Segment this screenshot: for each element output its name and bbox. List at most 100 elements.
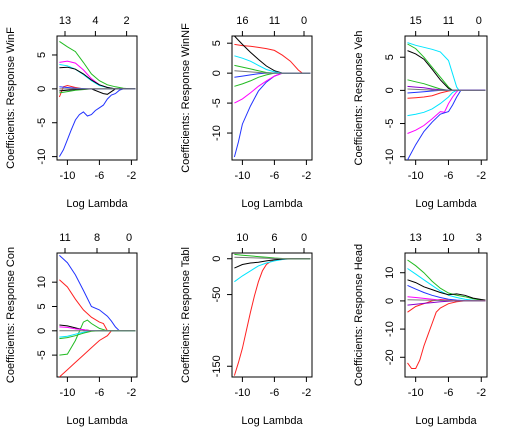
x-tick-label: -6 <box>95 170 105 182</box>
coefficient-path <box>407 89 486 117</box>
plot-frame <box>404 252 488 378</box>
top-tick-label: 0 <box>476 15 482 27</box>
y-tick-label: 0 <box>36 328 48 334</box>
coefficient-panel: -10 -6 -2 -10 -5 0 5 15 11 0 Log Lambda Coefficient… <box>353 15 488 210</box>
y-tick-label: -10 <box>211 125 223 141</box>
y-tick-label: -5 <box>36 118 48 128</box>
top-tick-label: 15 <box>410 15 422 27</box>
top-tick-label: 3 <box>476 232 482 244</box>
top-tick-label: 10 <box>442 232 454 244</box>
coefficient-path <box>234 43 311 74</box>
coefficient-path <box>233 258 311 376</box>
y-tick-label: -10 <box>384 321 396 337</box>
x-tick-label: -2 <box>476 387 486 399</box>
top-tick-label: 0 <box>301 232 307 244</box>
coefficient-path <box>234 256 311 260</box>
y-axis-label: Coefficients: Response Veh <box>353 31 365 166</box>
series-group <box>407 42 486 160</box>
y-axis-label: Coefficients: Response Tabl <box>180 247 192 383</box>
coefficient-path <box>59 279 136 332</box>
top-tick-label: 13 <box>410 232 422 244</box>
coefficient-path <box>234 72 311 104</box>
top-tick-label: 11 <box>443 15 454 27</box>
series-group <box>58 40 136 157</box>
coefficient-path <box>407 42 486 91</box>
y-tick-label: -20 <box>384 349 396 365</box>
y-tick-label: -5 <box>211 98 223 108</box>
x-tick-label: -10 <box>408 170 424 182</box>
y-axis-label: Coefficients: Response WinF <box>5 27 17 169</box>
coefficient-path <box>407 89 486 134</box>
x-tick-label: -2 <box>476 170 486 182</box>
x-axis-label: Log Lambda <box>241 198 303 210</box>
y-tick-label: -5 <box>36 350 48 360</box>
x-tick-label: -6 <box>444 170 454 182</box>
series-group <box>59 255 136 377</box>
y-tick-label: 0 <box>384 298 396 304</box>
coefficient-path <box>59 330 136 377</box>
x-tick-label: -2 <box>302 170 312 182</box>
y-tick-label: -10 <box>384 149 396 165</box>
coefficient-path <box>59 255 136 332</box>
x-tick-label: -10 <box>234 170 250 182</box>
y-tick-label: 5 <box>211 40 223 46</box>
y-axis-label: Coefficients: Response WinNF <box>180 23 192 173</box>
y-tick-label: -5 <box>384 119 396 129</box>
y-tick-label: 0 <box>384 87 396 93</box>
top-tick-label: 10 <box>236 232 248 244</box>
y-tick-label: 5 <box>384 54 396 60</box>
top-tick-label: 11 <box>269 15 280 27</box>
coefficient-path <box>407 88 486 91</box>
x-tick-label: -2 <box>127 387 137 399</box>
series-group <box>233 253 311 376</box>
coefficient-path <box>233 72 311 158</box>
x-axis-label: Log Lambda <box>241 415 303 427</box>
plot-frame <box>231 252 313 378</box>
y-tick-label: -10 <box>36 149 48 165</box>
x-tick-label: -2 <box>127 170 137 182</box>
x-tick-label: -10 <box>59 387 75 399</box>
coefficient-path <box>59 319 136 356</box>
coefficient-path <box>58 88 136 157</box>
coefficient-path <box>407 43 486 91</box>
coefficient-path <box>59 88 136 95</box>
x-tick-label: -6 <box>444 387 454 399</box>
coefficient-path <box>407 259 486 301</box>
y-tick-label: 5 <box>36 303 48 309</box>
coefficient-path <box>407 279 486 301</box>
plot-frame <box>231 35 313 161</box>
coefficient-path <box>59 66 136 90</box>
x-axis-label: Log Lambda <box>415 415 477 427</box>
x-tick-label: -10 <box>408 387 424 399</box>
y-tick-label: 10 <box>384 267 396 279</box>
y-tick-label: 0 <box>211 70 223 76</box>
coefficient-path <box>234 72 311 87</box>
x-axis-label: Log Lambda <box>415 198 477 210</box>
y-tick-label: 0 <box>36 86 48 92</box>
coefficient-panel: -10 -6 -2 -10 -5 0 5 13 4 2 Log Lambda Coefficients… <box>5 15 138 210</box>
coefficient-path <box>59 40 136 90</box>
x-axis-label: Log Lambda <box>66 198 128 210</box>
top-tick-label: 0 <box>126 232 132 244</box>
series-group <box>233 36 311 158</box>
coefficient-path <box>407 300 486 369</box>
top-tick-label: 4 <box>92 15 98 27</box>
top-tick-label: 0 <box>301 15 307 27</box>
coefficient-path <box>234 258 311 283</box>
y-axis-label: Coefficients: Response Head <box>353 244 365 386</box>
y-tick-label: 10 <box>36 276 48 288</box>
x-tick-label: -6 <box>95 387 105 399</box>
y-tick-label: -50 <box>211 287 223 303</box>
x-tick-label: -10 <box>59 170 75 182</box>
y-tick-label: 5 <box>36 52 48 58</box>
top-tick-label: 2 <box>124 15 130 27</box>
coefficient-panel: -10 -6 -2 -20 -10 0 10 13 10 3 Log Lambda Coefficie… <box>353 232 488 427</box>
coefficient-path <box>407 89 486 160</box>
x-tick-label: -2 <box>302 387 312 399</box>
coefficient-panel: -10 -6 -2 -5 0 5 10 11 8 0 Log Lambda Coefficients:… <box>5 232 138 427</box>
plot-frame <box>56 252 138 378</box>
coefficient-panel: -10 -6 -2 -10 -5 0 5 16 11 0 Log Lambda Coefficient… <box>180 15 313 210</box>
plot-frame <box>56 35 138 161</box>
x-axis-label: Log Lambda <box>66 415 128 427</box>
